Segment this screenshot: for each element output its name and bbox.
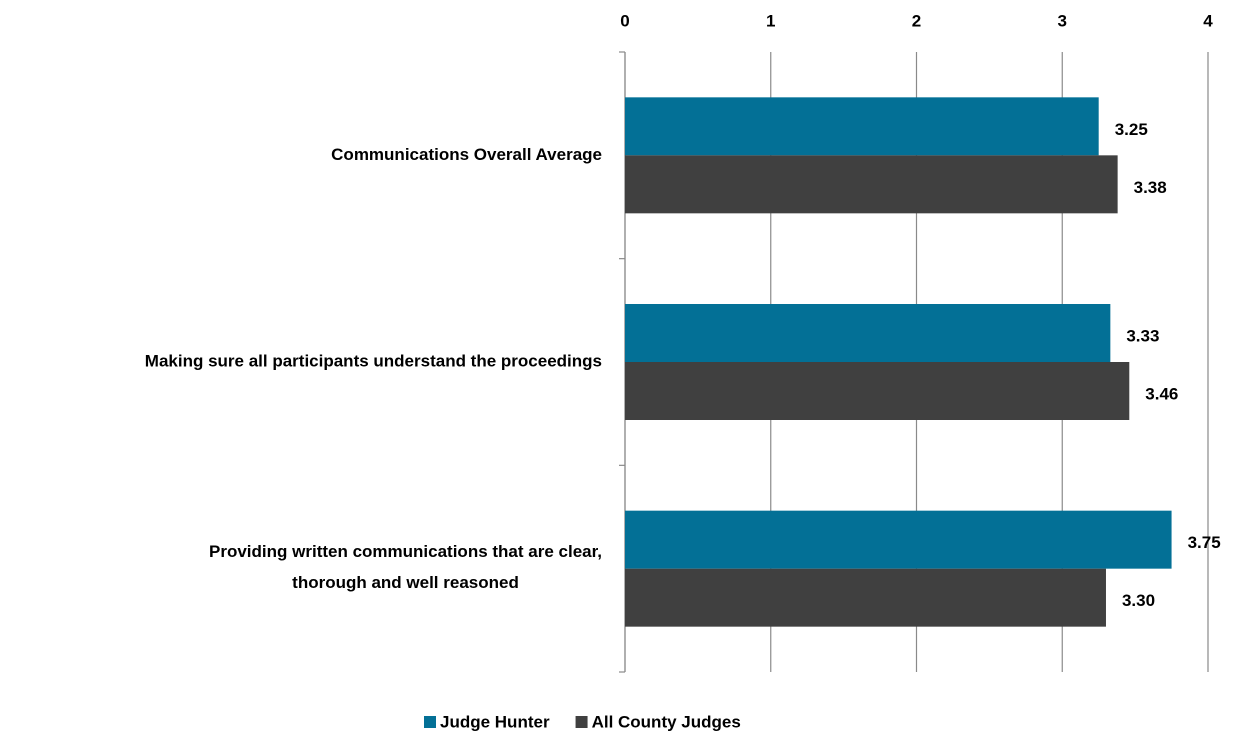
data-label: 3.38 [1134, 178, 1167, 197]
y-tick-label: Making sure all participants understand … [145, 351, 602, 370]
bar [625, 362, 1130, 420]
legend-label: All County Judges [592, 712, 741, 731]
x-tick-label: 1 [766, 11, 775, 30]
y-tick-label: Providing written communications that ar… [209, 543, 602, 593]
bar [625, 155, 1118, 214]
x-tick-label: 0 [620, 11, 629, 30]
y-tick-label: Communications Overall Average [331, 145, 602, 164]
bar [625, 304, 1111, 362]
legend-swatch [575, 716, 588, 728]
data-label: 3.33 [1126, 326, 1159, 345]
data-label: 3.75 [1188, 533, 1221, 552]
legend-swatch [424, 716, 436, 728]
data-label: 3.46 [1145, 384, 1178, 403]
bar [625, 97, 1099, 156]
x-tick-label: 4 [1203, 11, 1213, 30]
data-label: 3.30 [1122, 591, 1155, 610]
bar [625, 510, 1172, 569]
x-tick-label: 3 [1058, 11, 1067, 30]
bar [625, 568, 1106, 627]
legend-label: Judge Hunter [440, 712, 550, 731]
data-label: 3.25 [1115, 120, 1148, 139]
x-tick-label: 2 [912, 11, 921, 30]
